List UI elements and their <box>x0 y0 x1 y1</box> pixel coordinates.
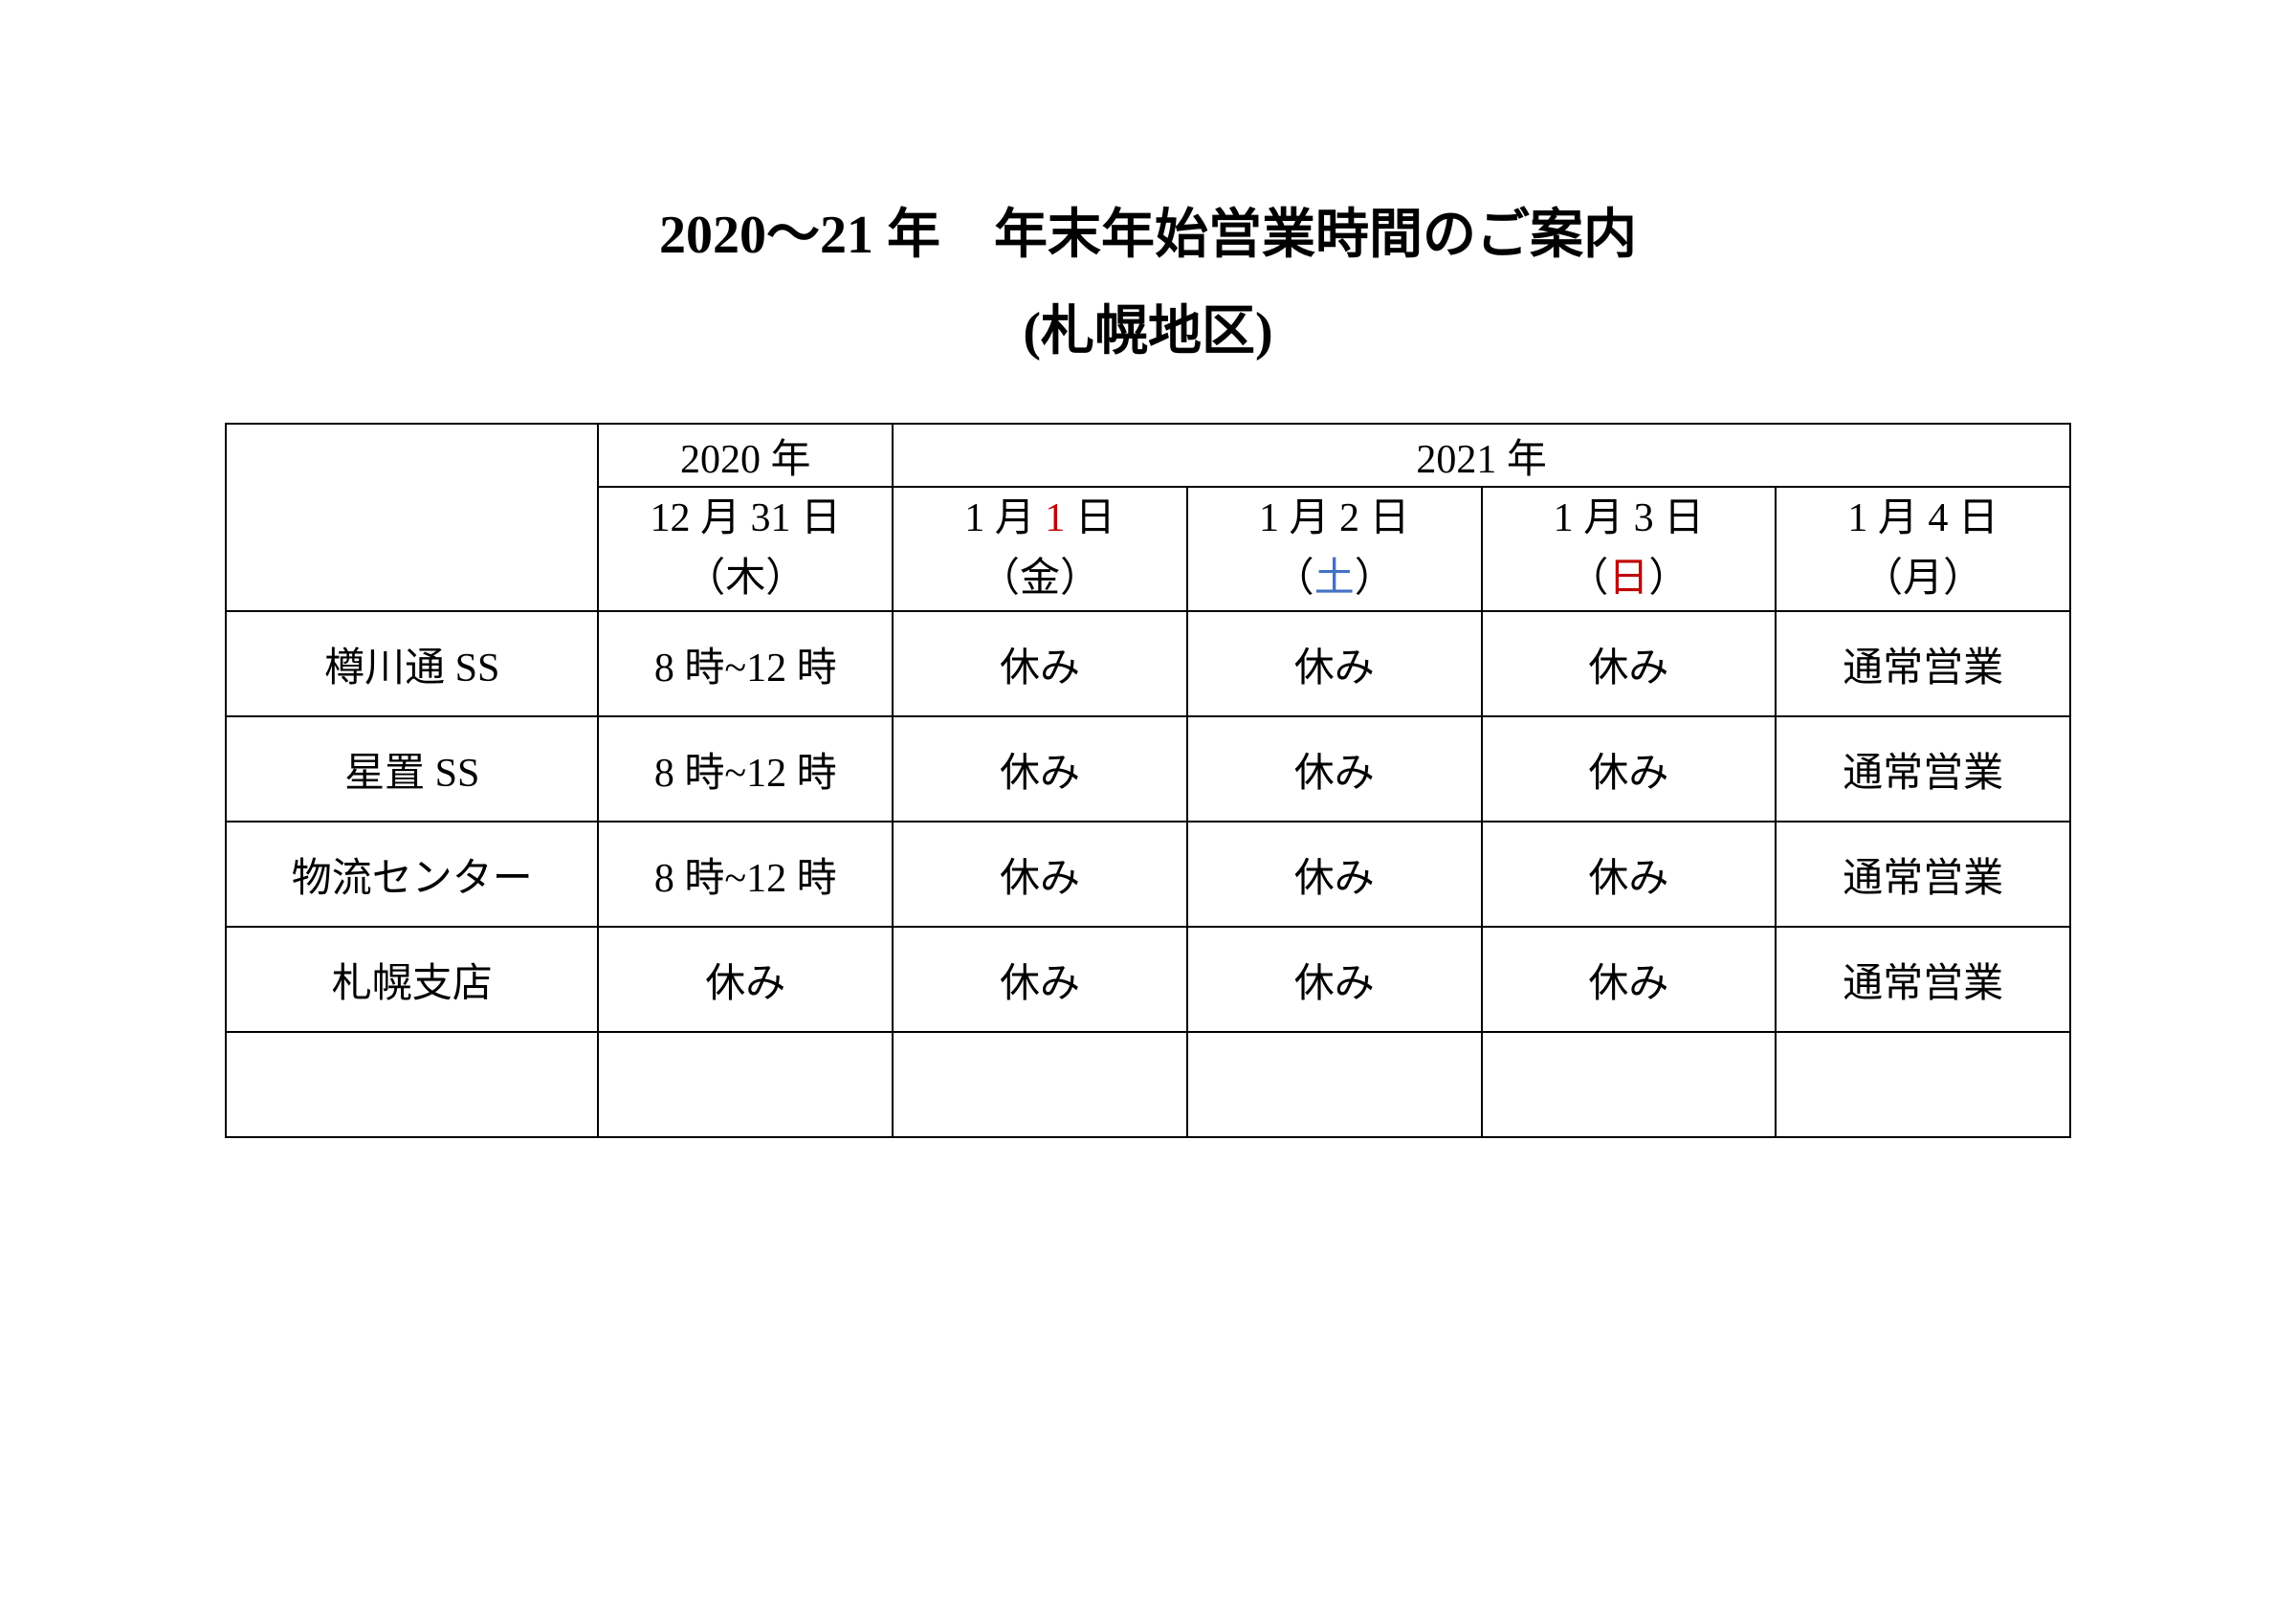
empty-cell <box>1776 1032 2070 1137</box>
day-text: （金） <box>980 557 1100 601</box>
date-num-red: 1 <box>1045 496 1065 540</box>
day-mid-blue: 土 <box>1314 557 1355 601</box>
cell: 休み <box>893 927 1187 1032</box>
row-name: 星置 SS <box>226 716 598 822</box>
empty-row <box>226 1032 2070 1137</box>
date-header-2: 1 月 2 日 （土） <box>1187 487 1482 611</box>
date-header-3: 1 月 3 日 （日） <box>1482 487 1777 611</box>
date-header-1: 1 月 1 日 （金） <box>893 487 1187 611</box>
cell: 通常営業 <box>1776 822 2070 927</box>
date-header-4: 1 月 4 日 （月） <box>1776 487 2070 611</box>
date-text: 1 月 2 日 <box>1259 496 1410 540</box>
empty-cell <box>226 1032 598 1137</box>
row-name: 札幌支店 <box>226 927 598 1032</box>
cell: 通常営業 <box>1776 716 2070 822</box>
empty-cell <box>598 1032 893 1137</box>
empty-cell <box>1482 1032 1777 1137</box>
table-row: 札幌支店 休み 休み 休み 休み 通常営業 <box>226 927 2070 1032</box>
date-text: 1 月 3 日 <box>1554 496 1705 540</box>
cell: 8 時~12 時 <box>598 716 893 822</box>
cell: 8 時~12 時 <box>598 611 893 716</box>
title-line1: 2020～21 年 年末年始営業時間のご案内 <box>0 191 2296 269</box>
title-container: 2020～21 年 年末年始営業時間のご案内 (札幌地区) <box>0 191 2296 365</box>
title-line2: (札幌地区) <box>0 288 2296 365</box>
date-post: 日 <box>1065 496 1115 540</box>
day-text: （木） <box>685 557 806 601</box>
day-post: ） <box>1355 557 1395 601</box>
day-mid-red: 日 <box>1608 557 1648 601</box>
cell: 休み <box>1187 611 1482 716</box>
table-row: 物流センター 8 時~12 時 休み 休み 休み 通常営業 <box>226 822 2070 927</box>
year-header-2020: 2020 年 <box>598 424 893 487</box>
table-row: 樽川通 SS 8 時~12 時 休み 休み 休み 通常営業 <box>226 611 2070 716</box>
cell: 休み <box>893 611 1187 716</box>
cell: 休み <box>893 716 1187 822</box>
cell: 休み <box>1482 927 1777 1032</box>
cell: 通常営業 <box>1776 611 2070 716</box>
day-text: （月） <box>1863 557 1983 601</box>
cell: 休み <box>1482 611 1777 716</box>
date-pre: 1 月 <box>964 496 1045 540</box>
empty-cell <box>893 1032 1187 1137</box>
date-header-0: 12 月 31 日 （木） <box>598 487 893 611</box>
table-row: 星置 SS 8 時~12 時 休み 休み 休み 通常営業 <box>226 716 2070 822</box>
year-header-2021: 2021 年 <box>893 424 2070 487</box>
cell: 休み <box>1187 716 1482 822</box>
cell: 通常営業 <box>1776 927 2070 1032</box>
row-name: 樽川通 SS <box>226 611 598 716</box>
corner-cell <box>226 424 598 611</box>
date-text: 1 月 4 日 <box>1847 496 1998 540</box>
table-container: 2020 年 2021 年 12 月 31 日 （木） 1 月 1 日 （金） … <box>0 423 2296 1138</box>
date-text: 12 月 31 日 <box>651 496 842 540</box>
empty-cell <box>1187 1032 1482 1137</box>
day-pre: （ <box>1274 557 1314 601</box>
cell: 休み <box>893 822 1187 927</box>
cell: 8 時~12 時 <box>598 822 893 927</box>
row-name: 物流センター <box>226 822 598 927</box>
cell: 休み <box>1187 927 1482 1032</box>
cell: 休み <box>1482 716 1777 822</box>
year-header-row: 2020 年 2021 年 <box>226 424 2070 487</box>
cell: 休み <box>598 927 893 1032</box>
day-post: ） <box>1648 557 1689 601</box>
schedule-table: 2020 年 2021 年 12 月 31 日 （木） 1 月 1 日 （金） … <box>225 423 2071 1138</box>
cell: 休み <box>1482 822 1777 927</box>
cell: 休み <box>1187 822 1482 927</box>
day-pre: （ <box>1568 557 1608 601</box>
